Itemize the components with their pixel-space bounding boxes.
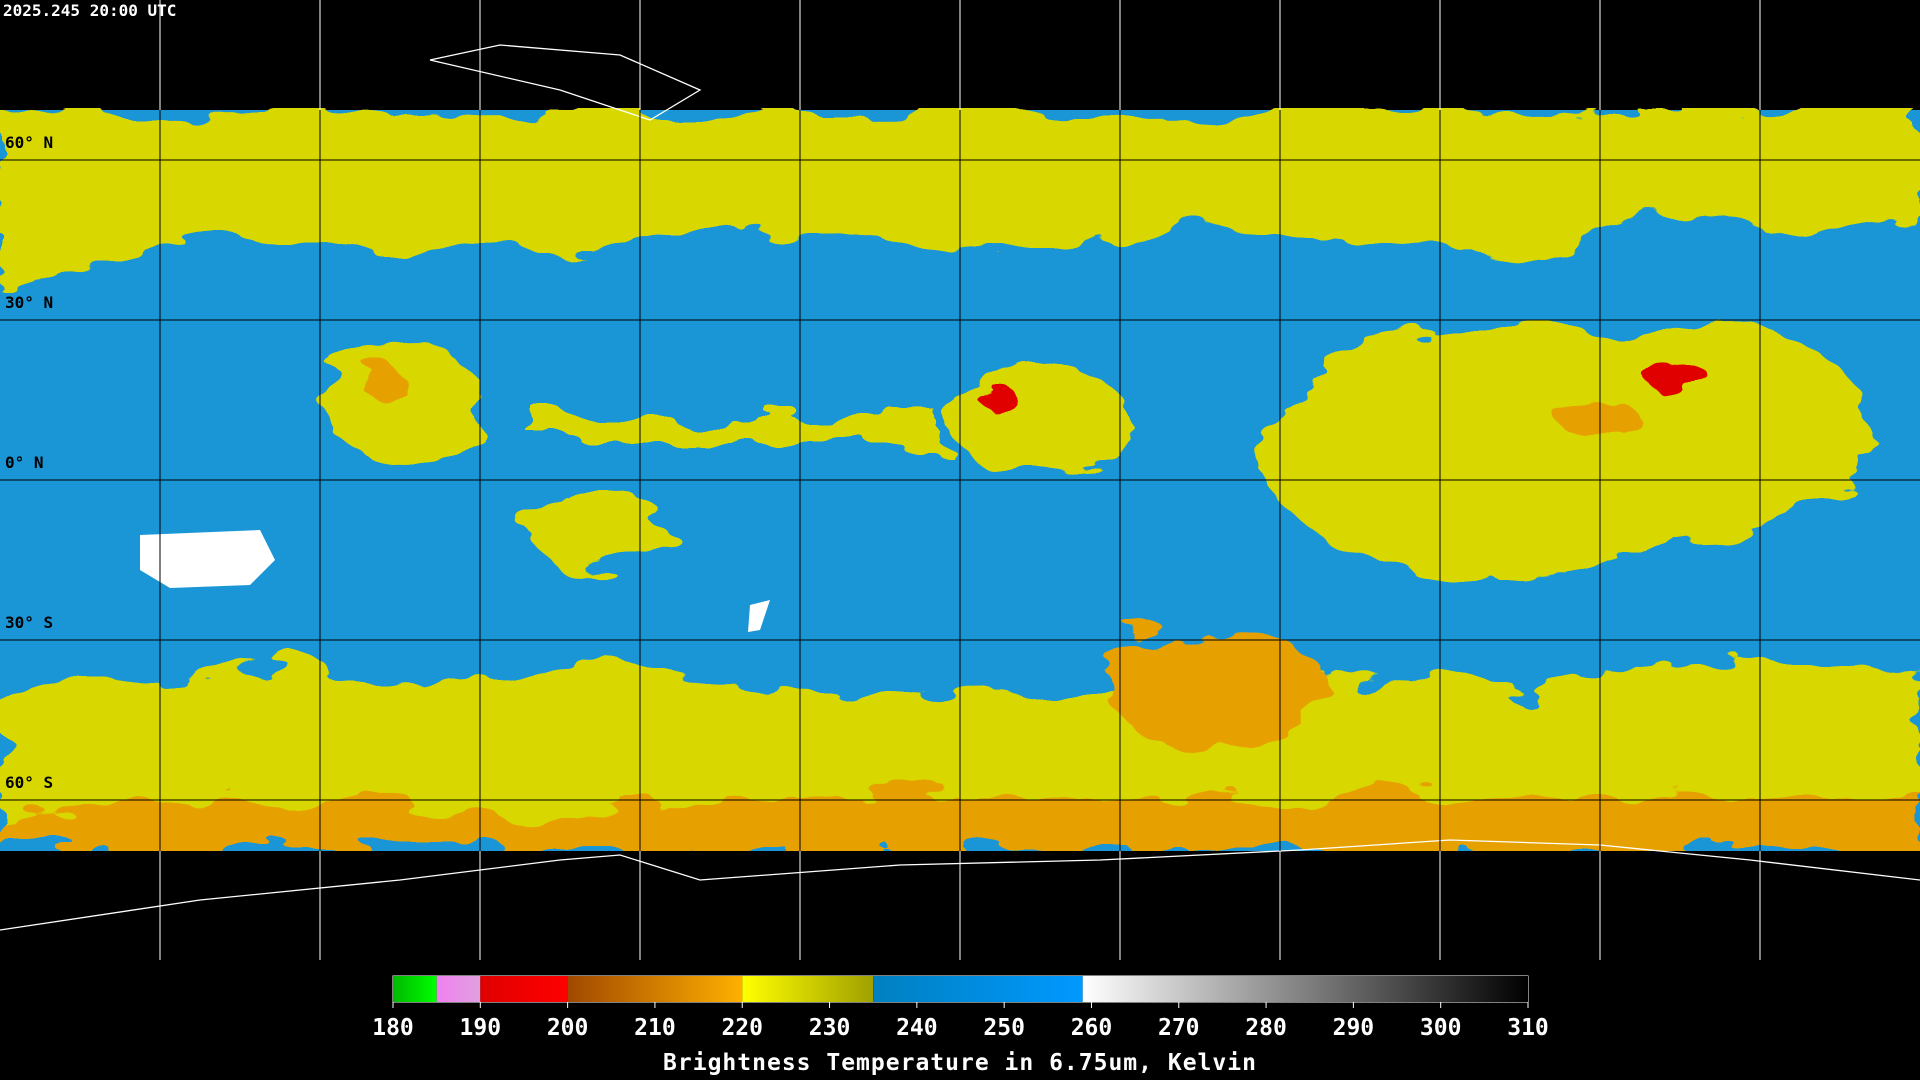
colorbar-tick-label: 210	[634, 1015, 676, 1041]
colorbar-tick-label: 310	[1507, 1015, 1549, 1041]
latitude-label: 60° S	[5, 773, 53, 792]
cold-patch	[140, 530, 275, 588]
colorbar-tick-label: 300	[1420, 1015, 1462, 1041]
colorbar-segment	[742, 976, 874, 1002]
colorbar-tick-label: 230	[809, 1015, 851, 1041]
graticule: 60° N 30° N 0° N 30° S 60° S	[0, 0, 1920, 960]
cold-patch	[748, 600, 770, 632]
latitude-label: 30° N	[5, 293, 53, 312]
colorbar-tick-label: 200	[547, 1015, 589, 1041]
colorbar: 180 190 200 210 220 230 240 250 260 270 280 290 300 3…	[372, 976, 1549, 1041]
deep-convection	[982, 386, 1018, 414]
colorbar-tick-label: 260	[1071, 1015, 1113, 1041]
latitude-label: 0° N	[5, 453, 44, 472]
colorbar-segment	[1082, 976, 1528, 1002]
pacific-convection	[1530, 320, 1870, 540]
latitude-label: 30° S	[5, 613, 53, 632]
southern-storm	[1110, 630, 1330, 750]
colorbar-segment	[393, 976, 437, 1002]
colorbar-tick-label: 270	[1158, 1015, 1200, 1041]
mexico-convection	[320, 340, 480, 460]
africa-convection	[950, 365, 1130, 475]
colorbar-tick-label: 250	[983, 1015, 1025, 1041]
colorbar-segment	[436, 976, 481, 1002]
colorbar-tick-label: 180	[372, 1015, 414, 1041]
timestamp: 2025.245 20:00 UTC	[3, 1, 176, 20]
colorbar-title: Brightness Temperature in 6.75um, Kelvin	[663, 1050, 1257, 1076]
colorbar-segment	[480, 976, 568, 1002]
itcz	[540, 415, 940, 445]
colorbar-tick-label: 290	[1333, 1015, 1375, 1041]
colorbar-tick-label: 240	[896, 1015, 938, 1041]
colorbar-segment	[567, 976, 743, 1002]
colorbar-tick-label: 190	[460, 1015, 502, 1041]
deep-convection	[363, 370, 407, 400]
colorbar-segment	[873, 976, 1083, 1002]
colorbar-tick-label: 280	[1245, 1015, 1287, 1041]
amazon-convection	[530, 490, 670, 570]
colorbar-tick-label: 220	[721, 1015, 763, 1041]
latitude-label: 60° N	[5, 133, 53, 152]
deep-convection	[1650, 362, 1710, 398]
greenland-coast	[429, 44, 702, 121]
